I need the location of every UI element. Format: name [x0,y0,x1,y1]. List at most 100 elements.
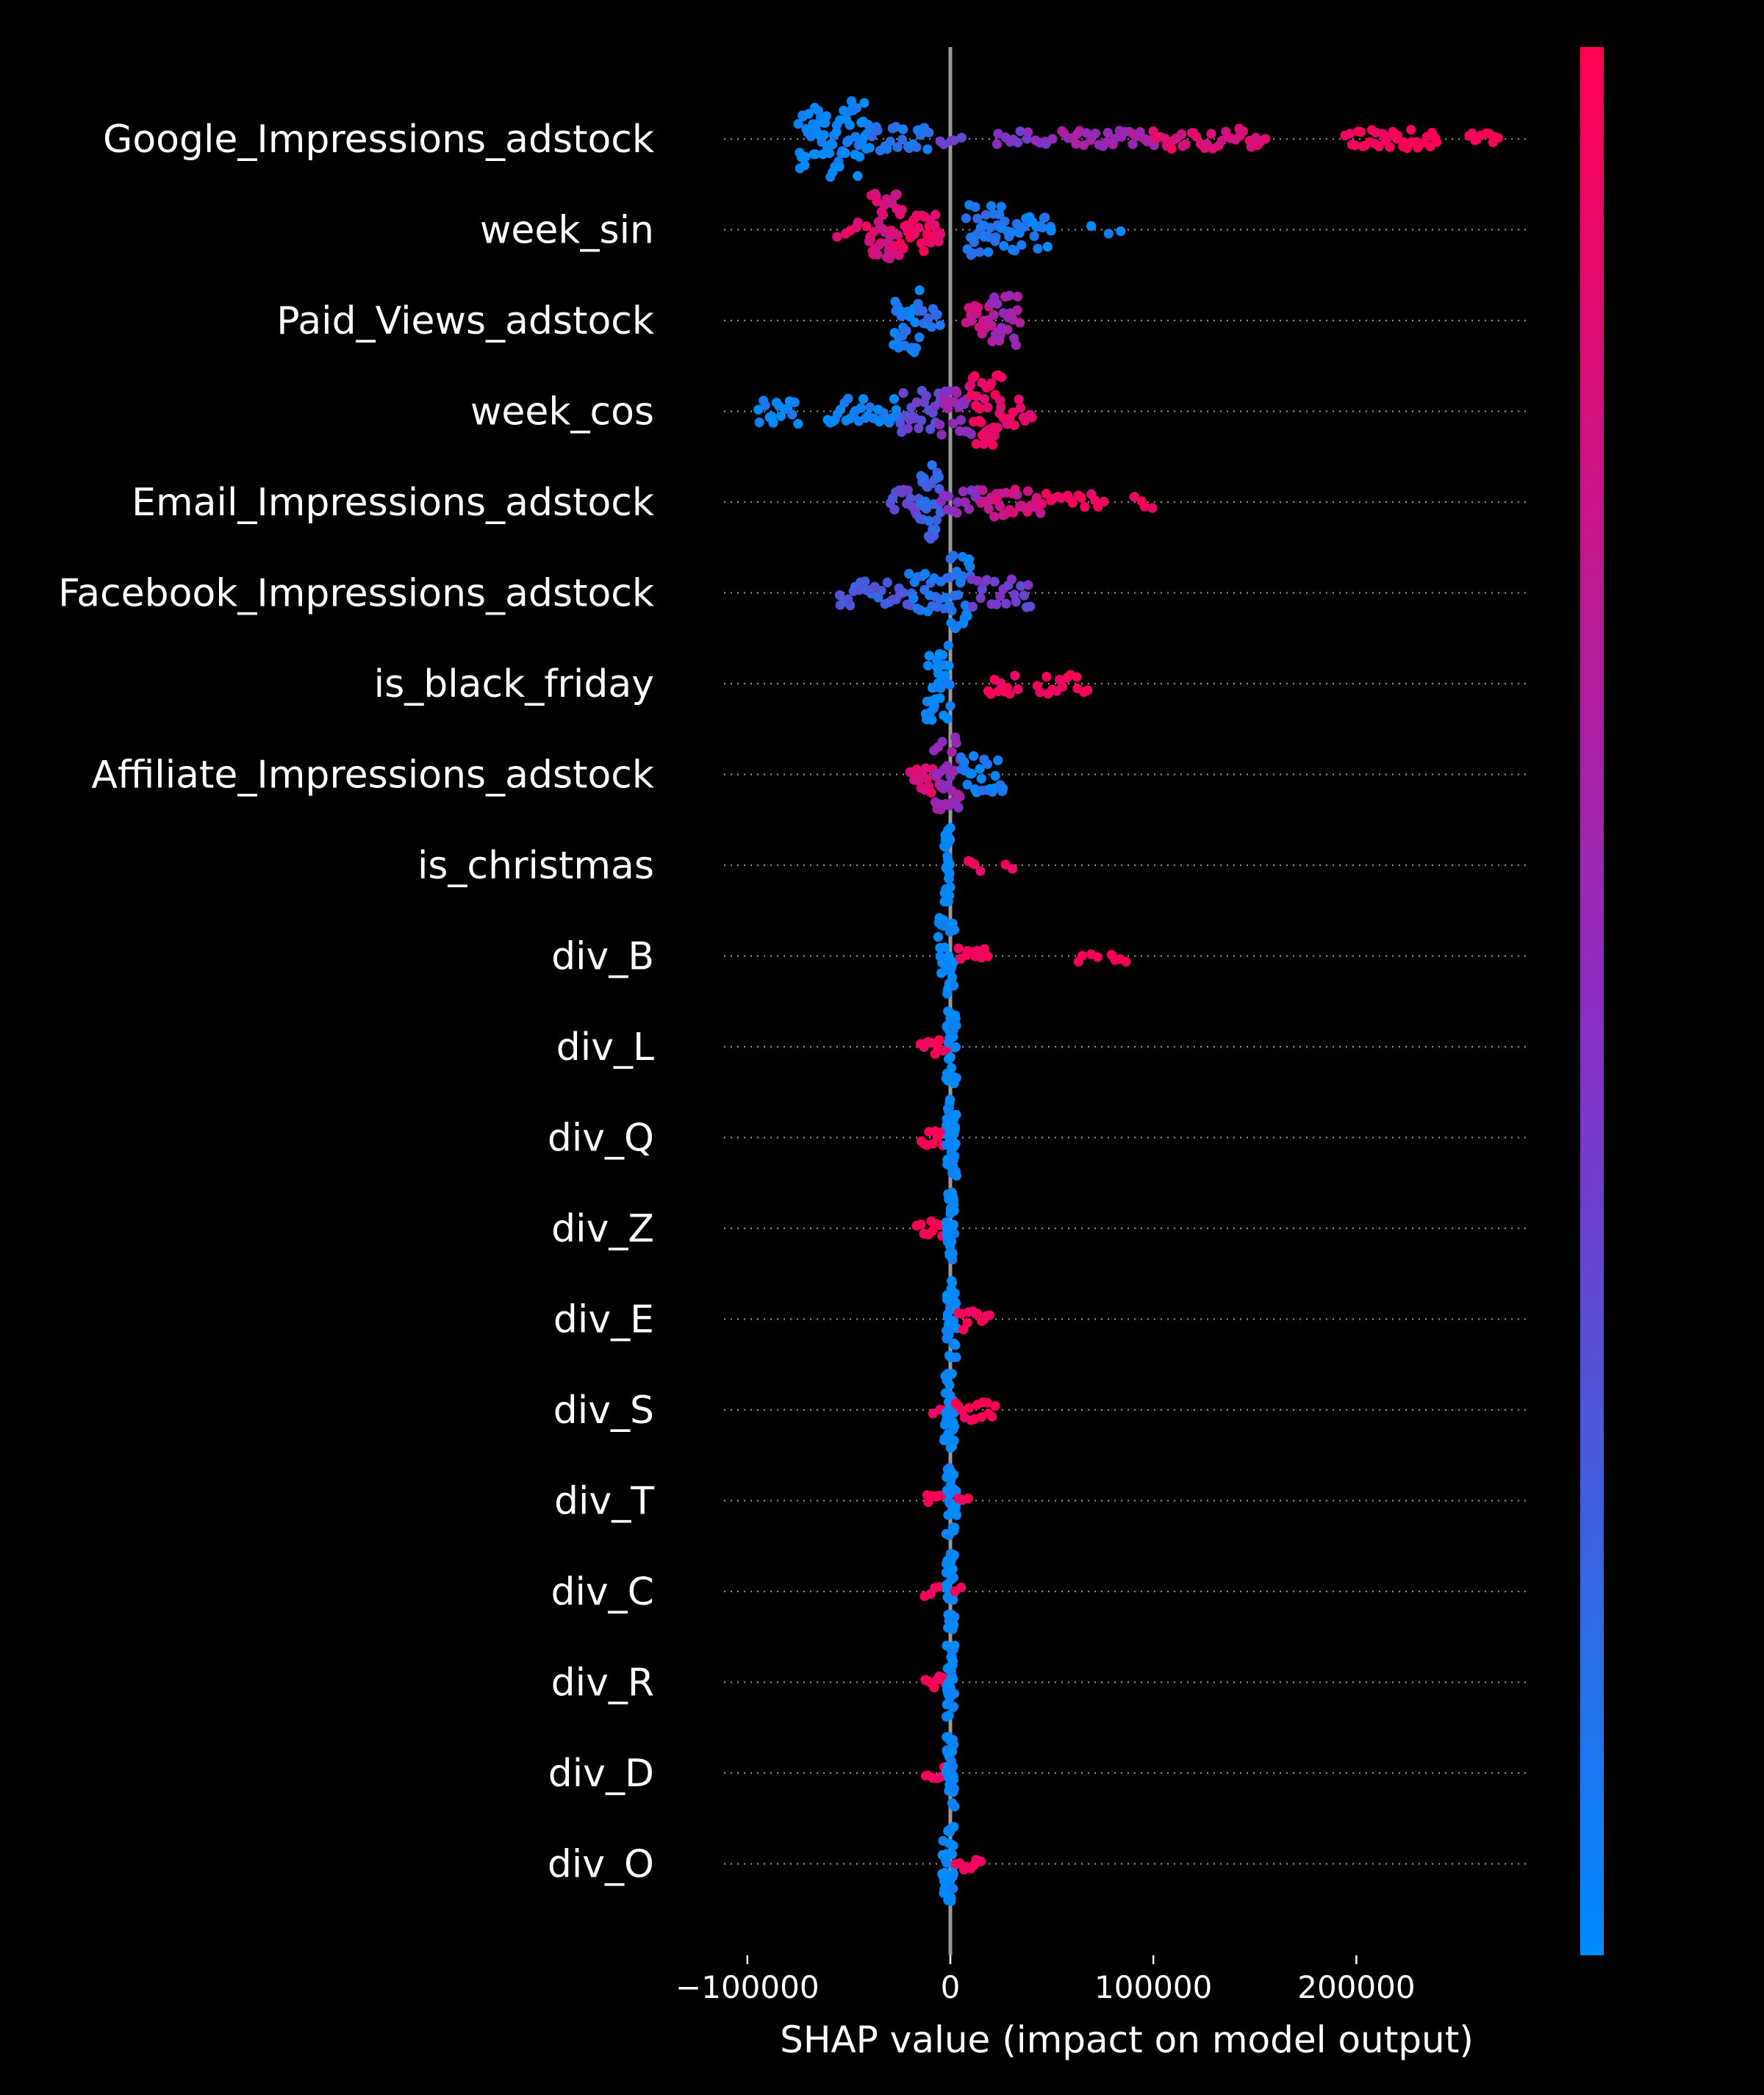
shap-point [995,330,1005,340]
shap-point [944,834,956,845]
shap-point [994,501,1005,512]
shap-point [1116,226,1126,237]
feature-dots-week_cos [753,370,1037,450]
shap-point [1080,501,1090,512]
shap-point [936,429,947,440]
shap-point [948,551,958,561]
feature-label: Google_Impressions_adstock [103,118,654,162]
shap-point [982,759,992,770]
shap-point [845,601,856,611]
shap-dots [753,96,1503,1906]
shap-point [1077,950,1087,961]
shap-point [979,393,989,404]
shap-point [898,124,908,135]
feature-dots-is_black_friday [920,640,1093,725]
shap-point [1013,684,1023,695]
shap-point [952,387,962,398]
shap-point [984,1310,994,1320]
shap-point [945,1052,956,1062]
shap-point [1017,240,1027,250]
shap-point [906,493,916,504]
shap-point [903,485,913,495]
shap-point [951,1109,961,1120]
shap-point [1406,124,1416,135]
shap-point [945,572,956,582]
shap-point [975,866,986,876]
shap-point [942,714,953,724]
shap-point [950,1612,960,1622]
shap-point [1010,670,1020,681]
shap-point [950,1122,961,1132]
shap-point [892,189,902,199]
shap-point [1033,243,1043,254]
shap-point [962,611,972,621]
shap-point [944,859,955,870]
x-axis: −100000 0 100000 200000 [675,1955,1416,2005]
shap-point [956,1582,967,1593]
shap-point [975,764,985,774]
shap-point [1206,129,1216,139]
shap-point [1083,685,1093,695]
shap-point [1079,140,1089,150]
shap-point [949,765,959,776]
shap-point [922,774,932,784]
shap-point [934,1035,944,1045]
shap-point [1013,291,1023,301]
shap-point [1092,952,1102,962]
shap-point [1047,134,1058,144]
shap-point [854,585,864,595]
shap-point [949,1436,959,1446]
shap-point [927,715,937,725]
shap-point [932,309,942,320]
shap-point [992,423,1003,433]
shap-point [945,823,956,833]
shap-point [935,420,945,430]
x-tick-label: 100000 [1094,1969,1212,2005]
shap-point [935,693,945,703]
shap-point [947,1369,957,1379]
shap-point [754,418,764,428]
shap-point [901,326,911,336]
shap-point [1261,134,1271,144]
shap-point [931,210,941,220]
shap-point [948,1674,958,1684]
shap-point [980,210,991,220]
shap-point [956,132,967,143]
shap-point [1129,492,1139,502]
shap-point [947,1248,958,1258]
shap-point [986,689,996,699]
shap-point [935,320,945,330]
shap-point [1355,127,1366,137]
shap-point [976,417,986,428]
feature-dots-div_B [933,913,1131,999]
shap-point [1067,498,1078,508]
shap-point [993,129,1003,139]
shap-point [1014,394,1024,404]
shap-point [789,397,800,408]
shap-point [940,592,950,603]
shap-point [1103,229,1114,239]
shap-point [914,332,925,343]
shap-point [946,1063,956,1073]
shap-point [948,1883,958,1894]
shap-point [1076,493,1086,503]
shap-point [951,738,961,748]
shap-point [960,601,970,611]
shap-point [969,859,980,870]
shap-point [947,1564,958,1575]
shap-point [922,144,933,154]
shap-point [999,240,1009,251]
shap-point [1005,290,1015,301]
shap-point [1431,137,1442,148]
shap-point [1000,859,1011,870]
shap-point [925,424,936,434]
feature-dots-is_christmas [939,823,1018,906]
shap-point [939,920,949,931]
shap-point [945,701,956,711]
feature-dots-div_C [919,1549,967,1634]
shap-point [914,223,924,233]
shap-point [1139,501,1150,512]
shap-point [949,925,959,935]
shap-point [948,1775,958,1785]
shap-point [933,472,944,482]
